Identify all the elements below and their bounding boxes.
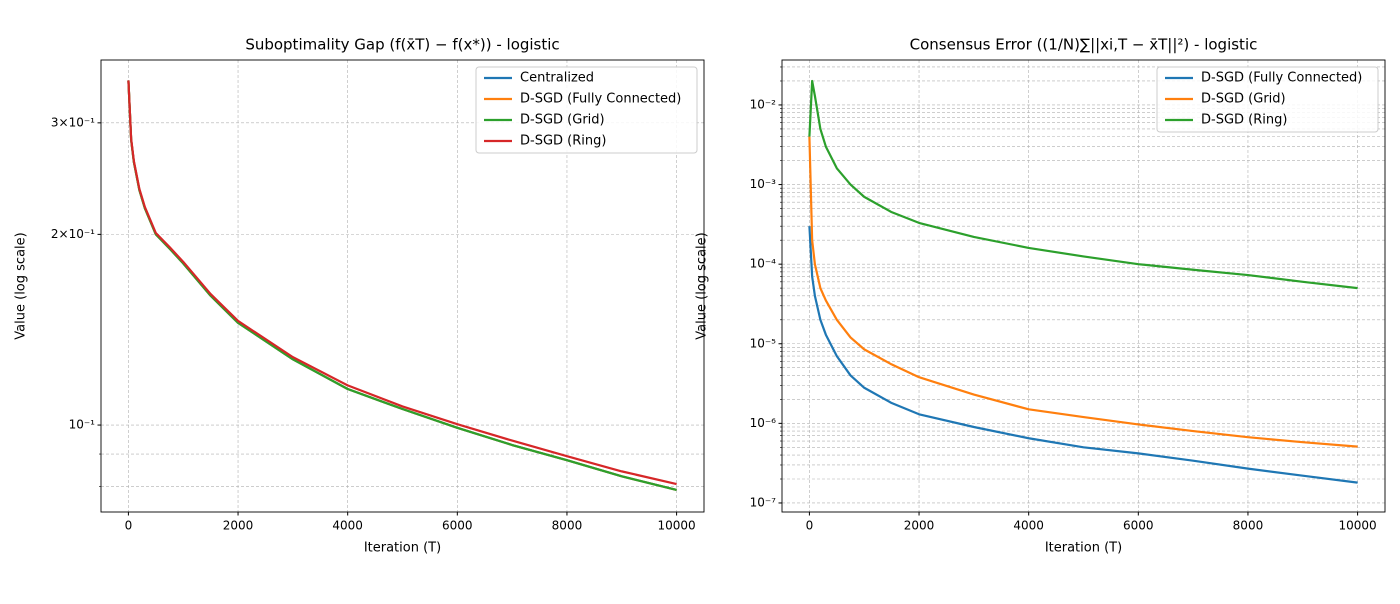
legend-label: D-SGD (Ring) — [1201, 113, 1287, 128]
y-tick-label: 3×10⁻¹ — [51, 115, 95, 129]
y-tick-label: 2×10⁻¹ — [51, 227, 95, 241]
chart-title: Consensus Error ((1/N)∑||xi,T − x̄T||²) … — [910, 36, 1258, 54]
legend-label: D-SGD (Ring) — [520, 134, 606, 149]
legend-box — [1156, 66, 1379, 133]
legend-label: Centralized — [520, 71, 594, 86]
axes-frame — [781, 59, 1386, 513]
x-axis-label: Iteration (T) — [364, 541, 441, 556]
y-tick-label: 10⁻⁶ — [750, 416, 777, 430]
series-line — [127, 80, 677, 486]
x-tick-label: 8000 — [1233, 519, 1264, 533]
x-axis-label: Iteration (T) — [1045, 541, 1122, 556]
axes: 10⁻¹ 2×10⁻¹ 3×10⁻¹ 0 2000 4000 6000 8000 10000 Su… — [14, 36, 705, 556]
legend-box — [475, 66, 698, 154]
y-tick-label: 10⁻² — [750, 97, 777, 111]
axes-frame — [100, 59, 705, 513]
y-axis-label: Value (log scale) — [14, 232, 29, 339]
series-line — [808, 136, 1358, 448]
y-tick-label: 10⁻⁵ — [750, 336, 777, 350]
x-tick-label: 2000 — [904, 519, 935, 533]
legend: D-SGD (Fully Connected) D-SGD (Grid) D-SGD… — [1156, 66, 1379, 133]
legend: Centralized D-SGD (Fully Connected) D-SGD … — [475, 66, 698, 154]
series-line — [808, 79, 1358, 290]
legend-label: D-SGD (Grid) — [520, 113, 605, 128]
series-line — [808, 226, 1358, 484]
y-tick-label: 10⁻¹ — [69, 418, 96, 432]
y-axis-label: Value (log scale) — [695, 232, 710, 339]
x-tick-label: 0 — [125, 519, 133, 533]
legend-label: D-SGD (Fully Connected) — [520, 92, 681, 107]
x-tick-label: 2000 — [223, 519, 254, 533]
x-tick-label: 10000 — [657, 519, 695, 533]
x-tick-label: 0 — [806, 519, 814, 533]
x-tick-label: 8000 — [552, 519, 583, 533]
x-tick-label: 6000 — [442, 519, 473, 533]
chart-title: Suboptimality Gap (f(x̄T) − f(x*)) - log… — [245, 36, 559, 54]
x-tick-label: 10000 — [1338, 519, 1376, 533]
y-tick-label: 10⁻⁴ — [750, 257, 777, 271]
y-tick-label: 10⁻⁷ — [750, 495, 777, 509]
x-tick-label: 4000 — [1013, 519, 1044, 533]
x-tick-label: 4000 — [332, 519, 363, 533]
legend-label: D-SGD (Grid) — [1201, 92, 1286, 107]
x-tick-label: 6000 — [1123, 519, 1154, 533]
legend-label: D-SGD (Fully Connected) — [1201, 71, 1362, 86]
axes: 10⁻⁷ 10⁻⁶ 10⁻⁵ 10⁻⁴ 10⁻³ 10⁻² 0 2000 4000 6000 800… — [695, 36, 1386, 556]
y-tick-label: 10⁻³ — [750, 177, 777, 191]
